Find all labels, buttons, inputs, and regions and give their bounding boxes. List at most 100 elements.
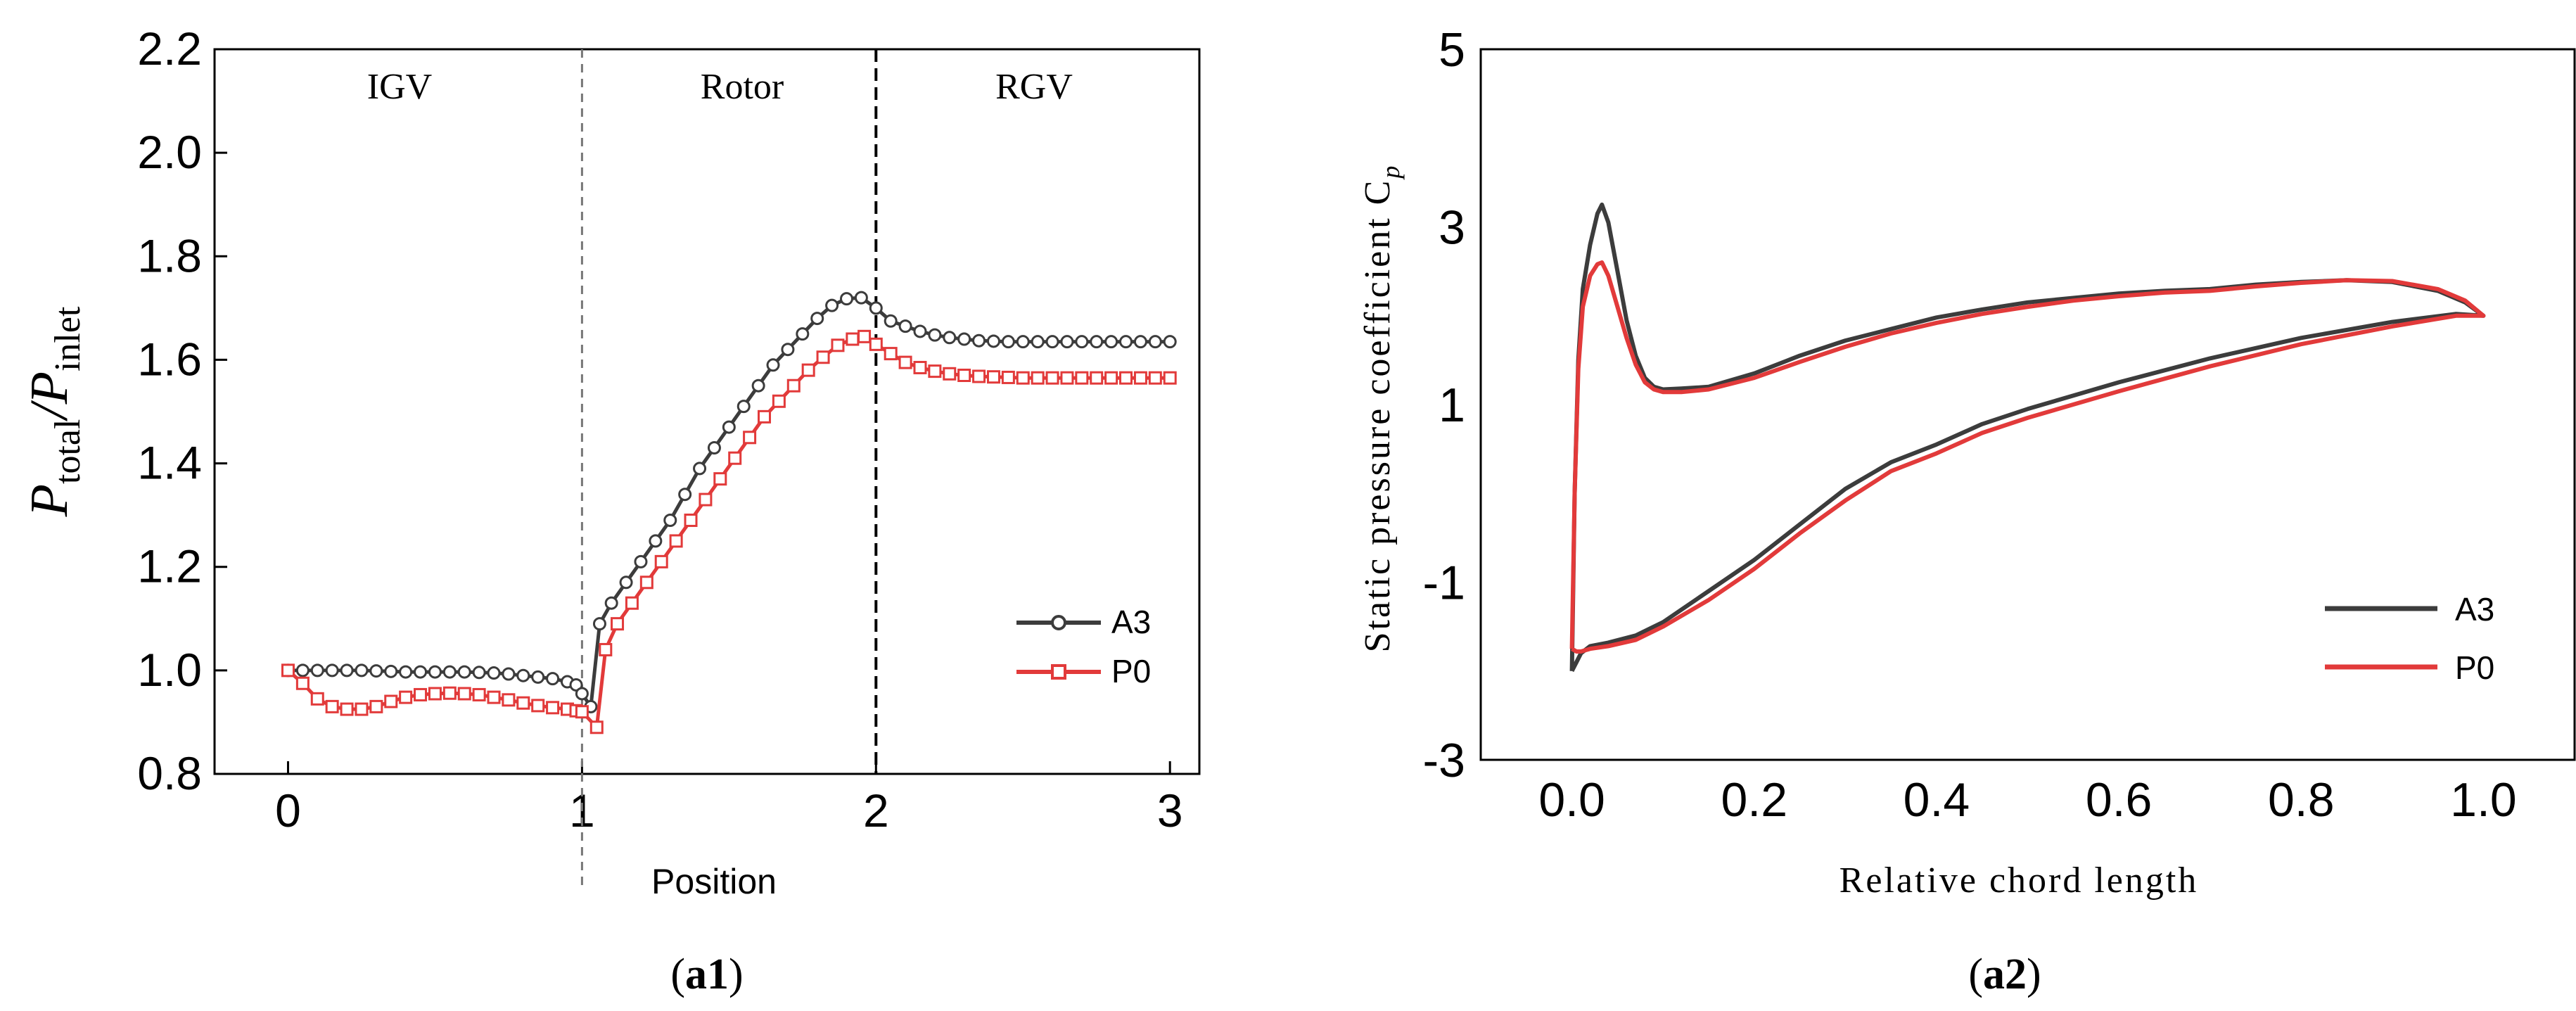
chart-a1: 0.81.01.21.41.61.82.02.20 1 2 3 IGV Rotor R…	[20, 23, 1201, 998]
a1-y-axis-label: Ptotal/Pinlet	[20, 306, 88, 517]
a1-point-p0	[442, 686, 457, 700]
a1-point-p0	[857, 329, 872, 343]
a1-point-a3	[884, 314, 898, 328]
a1-point-p0	[472, 687, 486, 701]
a1-point-p0	[1133, 371, 1147, 385]
a1-point-a3	[428, 665, 442, 679]
a1-point-a3	[972, 333, 986, 348]
a1-series-line-a3	[288, 295, 1171, 712]
a1-point-p0	[928, 364, 942, 379]
a1-y-tick-label: 1.2	[137, 540, 202, 592]
a1-point-p0	[340, 702, 354, 716]
a2-y-tick-label: 5	[1439, 23, 1465, 77]
a1-point-p0	[487, 690, 501, 704]
a1-point-a3	[546, 672, 560, 686]
a1-point-a3	[487, 666, 501, 680]
a1-point-p0	[625, 596, 639, 610]
a1-point-p0	[611, 617, 625, 631]
a1-point-p0	[428, 687, 442, 701]
a1-point-a3	[355, 663, 369, 678]
a1-point-a3	[457, 665, 471, 679]
a1-point-p0	[1031, 371, 1045, 385]
a1-ticks: 0.81.01.21.41.61.82.02.20 1 2 3	[137, 23, 1182, 837]
a1-point-a3	[693, 462, 707, 476]
a1-point-p0	[831, 338, 845, 352]
a2-x-tick-label: 0.2	[1721, 773, 1787, 827]
a1-y-tick-label: 2.0	[137, 126, 202, 178]
a1-point-a3	[1031, 335, 1045, 349]
a1-point-a3	[898, 319, 912, 333]
a2-x-tick-label: 1.0	[2450, 773, 2517, 827]
a2-y-label-sub: p	[1377, 164, 1405, 181]
a2-legend-label-a3: A3	[2455, 591, 2494, 628]
a1-point-p0	[1060, 371, 1074, 385]
a1-point-p0	[884, 347, 898, 361]
a1-y-label-sub2: inlet	[48, 306, 88, 371]
a1-point-a3	[737, 400, 751, 414]
a1-point-a3	[1075, 335, 1089, 349]
a2-legend-label-p0: P0	[2455, 649, 2494, 686]
a1-point-p0	[654, 554, 668, 568]
a2-x-tick-label: 0.8	[2268, 773, 2335, 827]
a1-point-p0	[369, 699, 383, 713]
a1-point-p0	[295, 676, 310, 690]
a1-point-a3	[325, 663, 339, 678]
a1-point-p0	[957, 369, 971, 382]
a1-point-p0	[869, 337, 883, 351]
a1-point-a3	[986, 334, 1000, 348]
a1-point-a3	[619, 576, 633, 590]
a1-point-a3	[854, 291, 868, 305]
a1-point-a3	[1119, 335, 1133, 349]
a1-y-label-sub1: total	[48, 419, 88, 484]
a1-point-p0	[1148, 371, 1162, 385]
a1-point-a3	[1090, 335, 1104, 349]
a1-point-p0	[728, 451, 742, 465]
a1-point-a3	[913, 324, 927, 338]
a1-point-p0	[531, 699, 545, 713]
a1-point-a3	[678, 488, 692, 502]
a2-y-tick-label: 3	[1439, 201, 1465, 255]
a1-y-tick-label: 1.8	[137, 229, 202, 281]
a2-y-tick-label: 1	[1439, 379, 1465, 432]
a1-y-tick-label: 1.0	[137, 644, 202, 696]
a1-point-a3	[502, 667, 516, 681]
a1-y-label-sep: /P	[20, 371, 79, 422]
a1-legend-marker-p0	[1051, 664, 1066, 680]
a1-point-p0	[913, 360, 927, 374]
a1-point-a3	[649, 534, 663, 548]
a1-point-a3	[766, 358, 780, 372]
a1-point-p0	[713, 472, 727, 486]
a1-point-p0	[846, 332, 860, 346]
a1-point-p0	[1163, 371, 1177, 385]
a1-point-p0	[502, 693, 516, 707]
a1-point-a3	[722, 420, 736, 434]
a1-point-p0	[757, 409, 771, 424]
a1-point-p0	[986, 370, 1000, 384]
a1-point-a3	[1045, 335, 1059, 349]
a1-point-p0	[399, 690, 413, 704]
a1-point-a3	[781, 343, 795, 357]
a1-point-a3	[604, 596, 618, 610]
a2-x-tick-label: 0.4	[1904, 773, 1970, 827]
a1-panel-label-text: a1	[685, 950, 729, 998]
a1-point-a3	[442, 665, 457, 679]
a1-point-a3	[414, 665, 428, 679]
a1-point-p0	[772, 394, 786, 408]
a1-region-label-rotor: Rotor	[701, 67, 784, 107]
a1-point-p0	[669, 534, 683, 548]
a1-legend-label-p0: P0	[1111, 653, 1151, 689]
a1-region-dividers	[580, 49, 878, 886]
a1-point-p0	[599, 642, 613, 656]
a1-y-label-main: P	[20, 484, 79, 517]
a1-legend: A3 P0	[1016, 604, 1151, 689]
a1-legend-label-a3: A3	[1111, 604, 1151, 640]
a1-series	[281, 291, 1177, 735]
a1-point-p0	[743, 431, 757, 445]
a1-x-tick-label: 0	[275, 784, 301, 837]
a1-plot-frame	[213, 48, 1201, 775]
a1-point-p0	[516, 696, 530, 710]
a1-point-p0	[639, 576, 653, 590]
a1-point-p0	[699, 492, 713, 507]
a2-panel-label: (a2)	[1968, 950, 2041, 998]
